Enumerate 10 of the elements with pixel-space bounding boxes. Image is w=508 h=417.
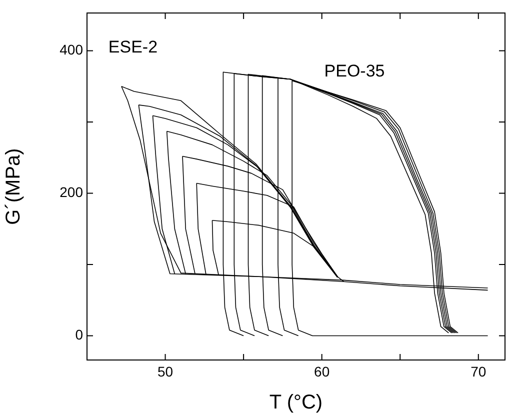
y-tick-label: 200 bbox=[60, 184, 84, 200]
x-tick-label: 70 bbox=[470, 363, 486, 380]
y-tick-label: 400 bbox=[60, 42, 84, 58]
y-axis-title: G´(MPa) bbox=[2, 148, 25, 225]
annotation: ESE-2 bbox=[108, 37, 158, 56]
x-tick-label: 50 bbox=[157, 363, 174, 380]
y-tick-label: 0 bbox=[75, 326, 84, 343]
x-tick-label: 60 bbox=[314, 363, 330, 380]
x-axis-title: T (°C) bbox=[269, 392, 323, 414]
annotation: PEO-35 bbox=[324, 62, 385, 81]
